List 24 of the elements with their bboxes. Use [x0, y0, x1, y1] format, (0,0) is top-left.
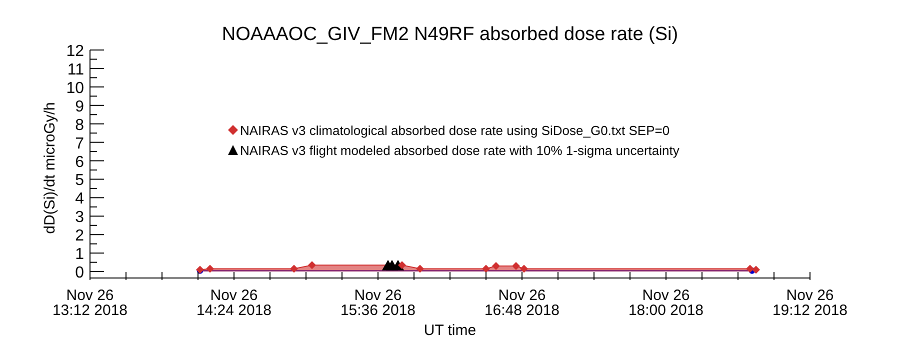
y-axis-title: dD(Si)/dt microGy/h [42, 102, 58, 234]
y-tick-label: 2 [75, 228, 84, 245]
y-tick-label: 0 [75, 264, 84, 282]
y-tick-label: 10 [66, 80, 84, 97]
y-tick-label: 1 [75, 246, 84, 264]
x-tick-label: Nov 26 13:12 2018 [52, 287, 128, 319]
x-tick-label: Nov 26 14:24 2018 [196, 287, 272, 319]
legend-label: NAIRAS v3 flight modeled absorbed dose rate with 10% 1-sigma uncertainty [240, 142, 680, 158]
y-tick-label: 3 [75, 209, 84, 226]
y-tick-label: 9 [75, 98, 84, 116]
y-tick-label: 4 [75, 190, 84, 208]
x-tick-label: Nov 26 15:36 2018 [340, 287, 416, 319]
chart-title: NOAAAOC_GIV_FM2 N49RF absorbed dose rate (Si) [222, 24, 678, 45]
y-tick-label: 7 [75, 135, 84, 152]
x-axis-title: UT time [422, 322, 478, 339]
x-tick-label: Nov 26 18:00 2018 [628, 287, 704, 319]
y-tick-label: 5 [75, 172, 84, 190]
y-tick-label: 8 [75, 116, 84, 134]
y-tick-label: 12 [66, 43, 84, 60]
legend-label: NAIRAS v3 climatological absorbed dose rate using SiDose_G0.txt SEP=0 [240, 122, 670, 138]
y-tick-label: 6 [75, 154, 84, 171]
x-tick-label: Nov 26 16:48 2018 [484, 287, 560, 319]
x-tick-label: Nov 26 19:12 2018 [772, 287, 848, 319]
y-tick-label: 11 [67, 61, 84, 78]
